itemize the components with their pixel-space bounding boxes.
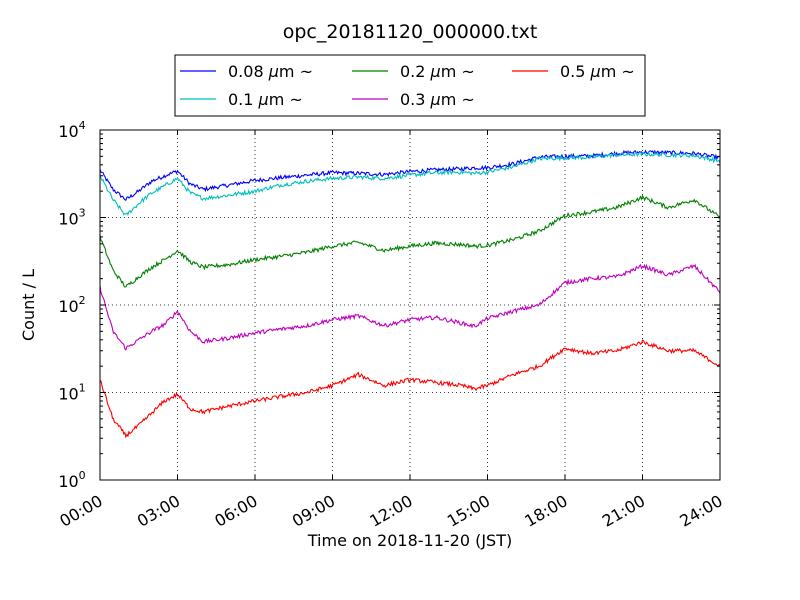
legend-size: 0.08 (228, 62, 264, 81)
series-line-0 (99, 149, 721, 201)
x-tick-label: 15:00 (444, 491, 493, 531)
x-tick-label: 12:00 (366, 491, 415, 531)
legend-unit: μ (253, 90, 268, 109)
legend-unit: μ (425, 62, 440, 81)
grid-lines (100, 130, 720, 480)
legend-unit: μ (585, 62, 600, 81)
x-tick-label: 09:00 (289, 491, 338, 531)
x-tick-label: 24:00 (676, 491, 725, 531)
y-tick-label: 102 (58, 294, 85, 316)
y-tick-label: 104 (58, 119, 85, 141)
series-lines (99, 149, 721, 439)
x-tick-label: 21:00 (599, 491, 648, 531)
y-tick-exponent: 3 (79, 207, 86, 220)
series-line-4 (99, 339, 721, 439)
legend-frame (174, 54, 646, 117)
y-tick-exponent: 1 (79, 382, 86, 395)
y-tick-base: 10 (58, 472, 78, 491)
legend-unit: μ (264, 62, 279, 81)
x-tick-label: 06:00 (211, 491, 260, 531)
legend-size: 0.2 (400, 62, 425, 81)
y-tick-base: 10 (58, 297, 78, 316)
y-tick-exponent: 4 (79, 119, 86, 132)
series-line-1 (99, 150, 721, 216)
legend-size: 0.1 (228, 90, 253, 109)
series-line-2 (99, 194, 721, 288)
y-tick-exponent: 0 (79, 469, 86, 482)
legend-unit-suffix: m ~ (601, 62, 635, 81)
legend-label: 0.08 μm ~ (228, 62, 313, 81)
y-tick-label: 101 (58, 382, 85, 404)
legend-label: 0.1 μm ~ (228, 90, 303, 109)
legend-unit: μ (425, 90, 440, 109)
y-tick-base: 10 (58, 122, 78, 141)
x-axis-label: Time on 2018-11-20 (JST) (307, 531, 512, 550)
x-tick-label: 03:00 (134, 491, 183, 531)
legend: 0.08 μm ~0.1 μm ~0.2 μm ~0.3 μm ~0.5 μm … (174, 54, 646, 117)
legend-label: 0.3 μm ~ (400, 90, 475, 109)
legend-size: 0.5 (560, 62, 585, 81)
legend-size: 0.3 (400, 90, 425, 109)
y-axis-label: Count / L (19, 269, 38, 341)
legend-label: 0.5 μm ~ (560, 62, 635, 81)
x-tick-label: 18:00 (521, 491, 570, 531)
legend-unit-suffix: m ~ (279, 62, 313, 81)
y-tick-exponent: 2 (79, 294, 86, 307)
y-tick-label: 103 (58, 207, 85, 229)
legend-label: 0.2 μm ~ (400, 62, 475, 81)
series-line-3 (99, 263, 721, 351)
x-tick-label: 00:00 (56, 491, 105, 531)
chart-title: opc_20181120_000000.txt (283, 21, 538, 43)
y-tick-label: 100 (58, 469, 85, 491)
y-tick-base: 10 (58, 210, 78, 229)
legend-unit-suffix: m ~ (441, 62, 475, 81)
y-tick-base: 10 (58, 385, 78, 404)
legend-unit-suffix: m ~ (269, 90, 303, 109)
legend-unit-suffix: m ~ (441, 90, 475, 109)
